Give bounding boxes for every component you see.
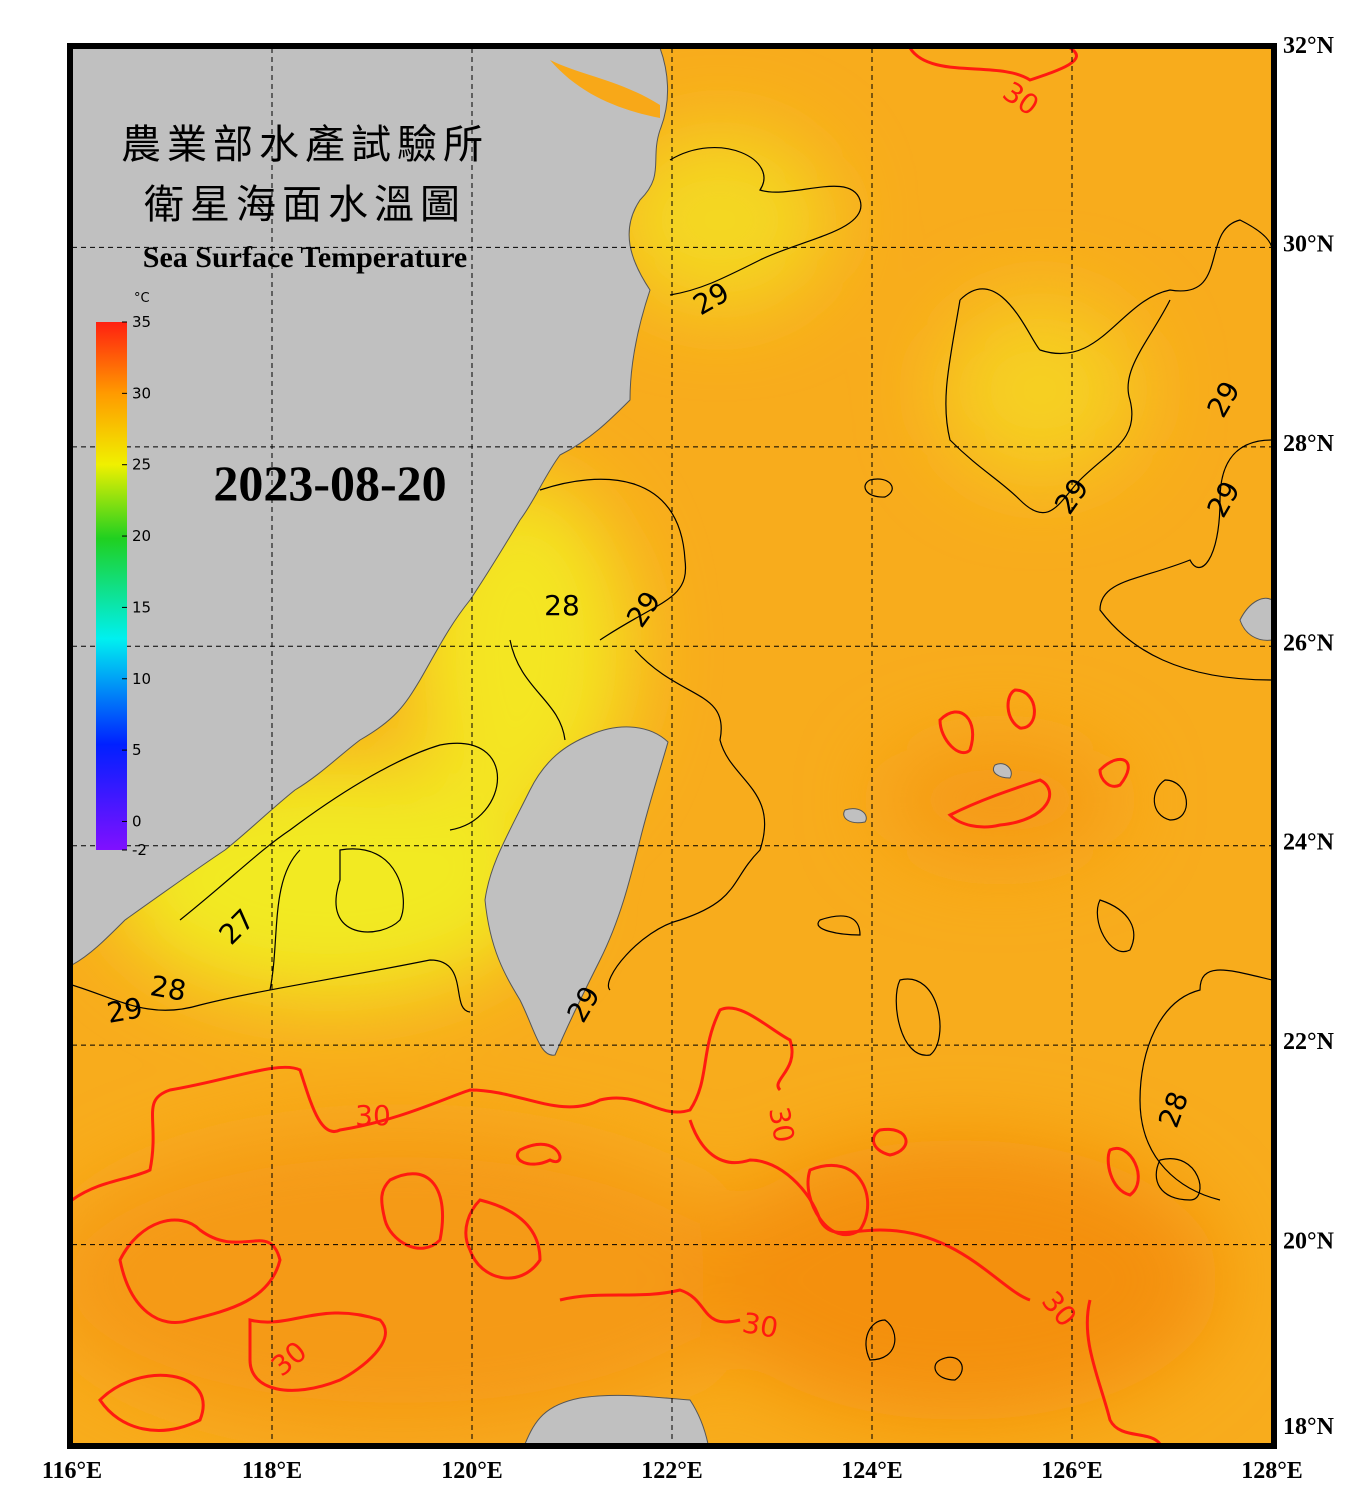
contour: [865, 1319, 896, 1361]
contour-label: 30: [740, 1306, 781, 1345]
contour: [380, 1172, 445, 1250]
lat-label: 20°N: [1283, 1229, 1335, 1255]
contour: [947, 778, 1051, 829]
island: [993, 763, 1012, 779]
contours-29: [72, 147, 1272, 1381]
warm-yellow: [610, 130, 830, 310]
china-coast: [72, 48, 668, 966]
title-zh-1: 農業部水產試驗所: [121, 122, 489, 167]
colorbar: [96, 322, 127, 850]
ryukyu-island: [1239, 597, 1272, 641]
contour: [864, 478, 893, 498]
colorbar-tick-label: 5: [132, 741, 142, 759]
contour: [269, 849, 301, 991]
contour: [806, 1163, 870, 1237]
contour-label: 30: [355, 1099, 391, 1132]
contours-30: [72, 48, 1162, 1444]
lon-label: 120°E: [441, 1458, 503, 1484]
lon-label: 116°E: [42, 1458, 102, 1484]
contour: [908, 48, 1078, 82]
contour: [1099, 439, 1272, 681]
contour: [72, 1006, 794, 1202]
contour: [1098, 757, 1130, 788]
contour: [871, 1127, 908, 1157]
hot-orange: [72, 1130, 760, 1430]
contour: [539, 478, 687, 641]
lon-label: 126°E: [1041, 1458, 1103, 1484]
grid: [72, 48, 1272, 1444]
colorbar-tick-label: -2: [132, 841, 147, 859]
colorbar-tick-label: 20: [132, 527, 151, 545]
contour: [938, 710, 975, 754]
contour: [607, 649, 766, 991]
hot-orange: [880, 740, 1120, 860]
lat-label: 22°N: [1283, 1029, 1335, 1055]
contour: [1106, 1146, 1140, 1197]
axes: 116°E 118°E 120°E 122°E 124°E 126°E 128°E 32°N 3…: [42, 33, 1335, 1484]
lat-label: 24°N: [1283, 830, 1335, 856]
contour: [1096, 899, 1135, 953]
colorbar-tick-label: 0: [132, 812, 142, 830]
contour-label: 28: [148, 969, 189, 1008]
lon-label: 118°E: [242, 1458, 302, 1484]
colorbar-tick-label: 10: [132, 670, 151, 688]
contour: [335, 848, 404, 933]
title-en: Sea Surface Temperature: [143, 241, 467, 274]
island: [843, 808, 867, 824]
contour-label: 29: [104, 991, 145, 1030]
contour: [98, 1373, 205, 1432]
colorbar-tick-label: 15: [132, 598, 151, 616]
colorbar-tick-label: 30: [132, 384, 151, 402]
hot-orange: [700, 1140, 1220, 1420]
contour: [248, 1311, 387, 1392]
contour-label: 28: [544, 589, 580, 622]
lon-label: 124°E: [841, 1458, 903, 1484]
contour: [669, 147, 862, 296]
contour: [179, 742, 499, 921]
yangtze-estuary: [550, 60, 660, 118]
contour: [1139, 969, 1272, 1201]
contour: [1085, 1299, 1162, 1444]
taiwan: [484, 726, 669, 1056]
title-zh-2: 衛星海面水溫圖: [144, 182, 466, 227]
lat-label: 18°N: [1283, 1414, 1335, 1440]
colorbar-tick-label: 35: [132, 313, 151, 331]
luzon: [524, 1394, 709, 1444]
lon-label: 122°E: [641, 1458, 703, 1484]
contour: [945, 219, 1272, 514]
contour: [118, 1218, 282, 1324]
contour: [509, 639, 566, 741]
lat-label: 28°N: [1283, 431, 1335, 457]
lat-label: 30°N: [1283, 231, 1335, 257]
contour: [1155, 1158, 1201, 1201]
contour: [895, 978, 941, 1056]
contour: [1153, 779, 1187, 821]
contour: [934, 1356, 963, 1381]
contour: [559, 1288, 741, 1324]
contour: [72, 959, 471, 1013]
colorbar-unit: °C: [134, 291, 150, 306]
contour: [1006, 688, 1036, 730]
contour-label: 30: [762, 1104, 801, 1145]
contour: [817, 915, 861, 936]
contour: [516, 1142, 562, 1166]
contour: [464, 1198, 542, 1280]
colorbar-ticks: 35 30 25 20 15 10 5 0 -2: [122, 313, 151, 859]
colorbar-tick-label: 25: [132, 456, 151, 474]
lat-label: 26°N: [1283, 630, 1335, 656]
map-frame: [67, 43, 1277, 1449]
date: 2023-08-20: [213, 455, 446, 511]
land: [72, 48, 1272, 1444]
lon-label: 128°E: [1241, 1458, 1303, 1484]
lat-label: 32°N: [1283, 33, 1335, 59]
